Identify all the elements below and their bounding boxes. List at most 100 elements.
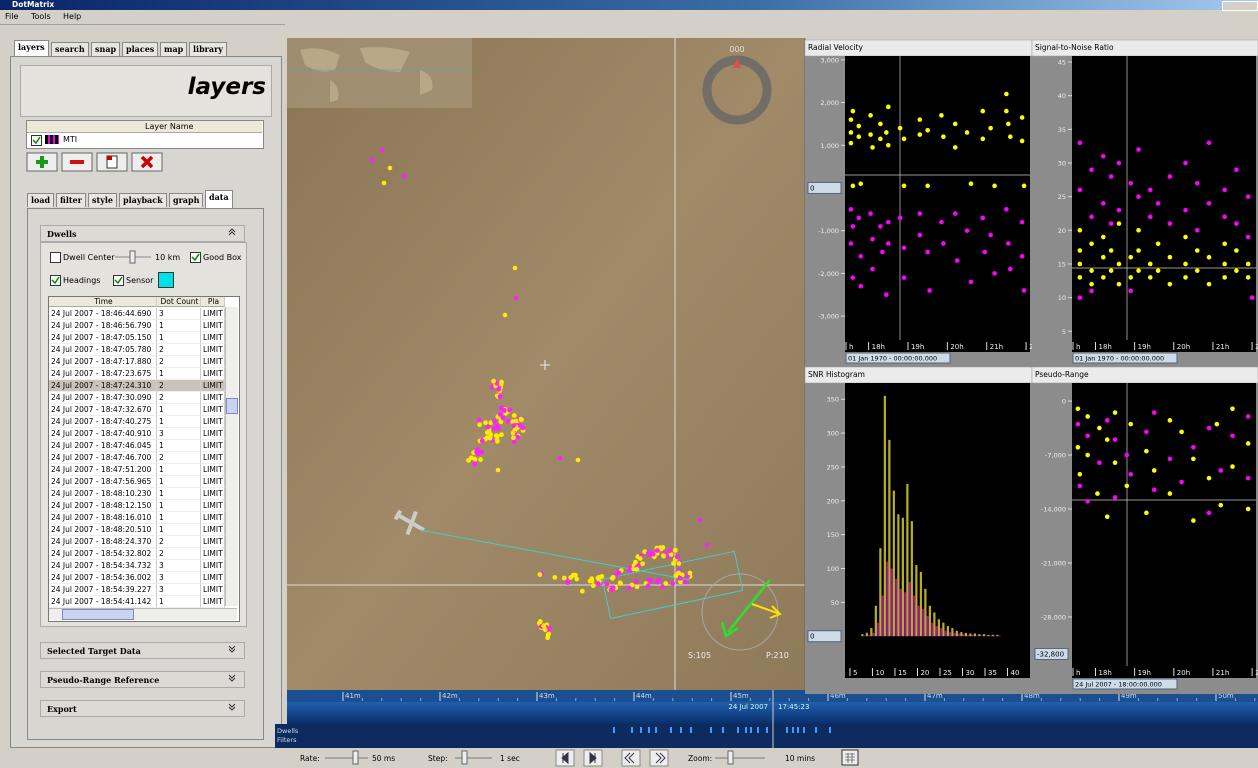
- point: [1222, 215, 1227, 220]
- chart-title: Pseudo-Range: [1035, 370, 1089, 379]
- point: [1125, 484, 1130, 489]
- x-tick-label: 20h: [1177, 343, 1190, 351]
- y-tick-label: 15: [1058, 260, 1066, 268]
- point: [1128, 289, 1133, 294]
- detection: [580, 589, 585, 594]
- point: [988, 233, 993, 238]
- detection: [491, 426, 496, 431]
- histogram-bar: [972, 635, 974, 636]
- y-tick-label: 30: [1058, 160, 1066, 168]
- detection: [514, 296, 519, 301]
- point: [868, 132, 873, 137]
- detection: [705, 543, 710, 548]
- detection: [495, 439, 500, 444]
- point: [1113, 410, 1118, 415]
- point: [1117, 282, 1122, 287]
- point: [1089, 282, 1094, 287]
- histogram-bar: [879, 548, 881, 636]
- point: [1020, 254, 1025, 259]
- y-tick-label: 1,000: [820, 142, 839, 150]
- point: [1222, 275, 1227, 280]
- dwell-mark: [797, 727, 799, 733]
- point: [1008, 134, 1013, 139]
- map[interactable]: [287, 38, 805, 690]
- point: [1183, 262, 1188, 267]
- y-tick-label: 350: [827, 396, 839, 404]
- x-tick-label: 21h: [1216, 343, 1229, 351]
- histogram-bar: [861, 634, 863, 636]
- histogram-bar: [882, 596, 884, 637]
- point: [858, 254, 863, 259]
- detection: [477, 422, 482, 427]
- histogram-bar: [938, 619, 940, 636]
- detection: [492, 419, 497, 424]
- detection: [477, 418, 482, 423]
- histogram-bar: [900, 589, 902, 636]
- point: [902, 184, 907, 189]
- point: [884, 130, 889, 135]
- y-tick-label: 300: [827, 430, 839, 438]
- point: [1101, 235, 1106, 240]
- detection: [627, 586, 632, 591]
- forward-button[interactable]: [650, 750, 668, 766]
- y-tick-label: 5: [1062, 328, 1066, 336]
- point: [1078, 275, 1083, 280]
- dwell-mark: [631, 727, 633, 733]
- point: [917, 117, 922, 122]
- y-tick-label: -28,000: [1041, 613, 1066, 621]
- histogram-bar: [996, 635, 998, 636]
- step-forward-button[interactable]: [584, 750, 602, 766]
- shape: [842, 750, 858, 765]
- point: [1128, 472, 1133, 477]
- detection: [633, 560, 638, 565]
- point: [868, 113, 873, 118]
- calendar-button[interactable]: [842, 750, 858, 765]
- step-back-button[interactable]: [556, 750, 574, 766]
- detection: [562, 576, 567, 581]
- timeline-tick-label: 41m: [345, 692, 361, 700]
- point: [925, 184, 930, 189]
- x-tick-label: 18h: [872, 343, 885, 351]
- detection: [634, 567, 639, 572]
- point: [1215, 422, 1220, 427]
- point: [1097, 460, 1102, 465]
- point: [939, 220, 944, 225]
- y-tick-label: 200: [827, 497, 839, 505]
- dwell-mark: [786, 727, 788, 733]
- dwell-mark: [757, 727, 759, 733]
- x-readout: 01 Jan 1970 - 00:00:00.000: [848, 355, 937, 363]
- point: [1195, 181, 1200, 186]
- point: [1078, 228, 1083, 233]
- point: [1117, 208, 1122, 213]
- detection: [485, 425, 490, 430]
- x-readout: 24 Jul 2007 - 18:00:00.000: [1075, 681, 1162, 689]
- histogram-bar: [936, 626, 938, 636]
- workspace: 000 S:105 P:210 24 Jul 2007 17:45:23 Dwe…: [0, 0, 1258, 768]
- timeline-tick-label: 45m: [733, 692, 749, 700]
- y-readout: -32,800: [1037, 650, 1064, 658]
- timeline-time: 17:45:23: [778, 703, 809, 711]
- y-tick-label: 0: [1062, 398, 1066, 406]
- dwell-mark: [655, 727, 657, 733]
- y-tick-label: 3,000: [820, 56, 839, 64]
- chart-title: Signal-to-Noise Ratio: [1035, 43, 1114, 52]
- detection: [499, 432, 504, 437]
- histogram-bar: [947, 626, 949, 636]
- detection: [698, 518, 703, 523]
- point: [880, 250, 885, 255]
- y-tick-label: 35: [1058, 126, 1066, 134]
- detection: [506, 419, 511, 424]
- detection: [683, 580, 688, 585]
- point: [870, 237, 875, 242]
- rewind-button[interactable]: [622, 750, 640, 766]
- detection: [571, 573, 576, 578]
- point: [1089, 167, 1094, 172]
- detection: [498, 412, 503, 417]
- detection: [618, 581, 623, 586]
- point: [1246, 414, 1251, 419]
- zoom-label: Zoom:: [688, 754, 712, 763]
- point: [1207, 511, 1212, 516]
- histogram-bar: [906, 484, 908, 636]
- histogram-bar: [981, 636, 983, 637]
- point: [1136, 228, 1141, 233]
